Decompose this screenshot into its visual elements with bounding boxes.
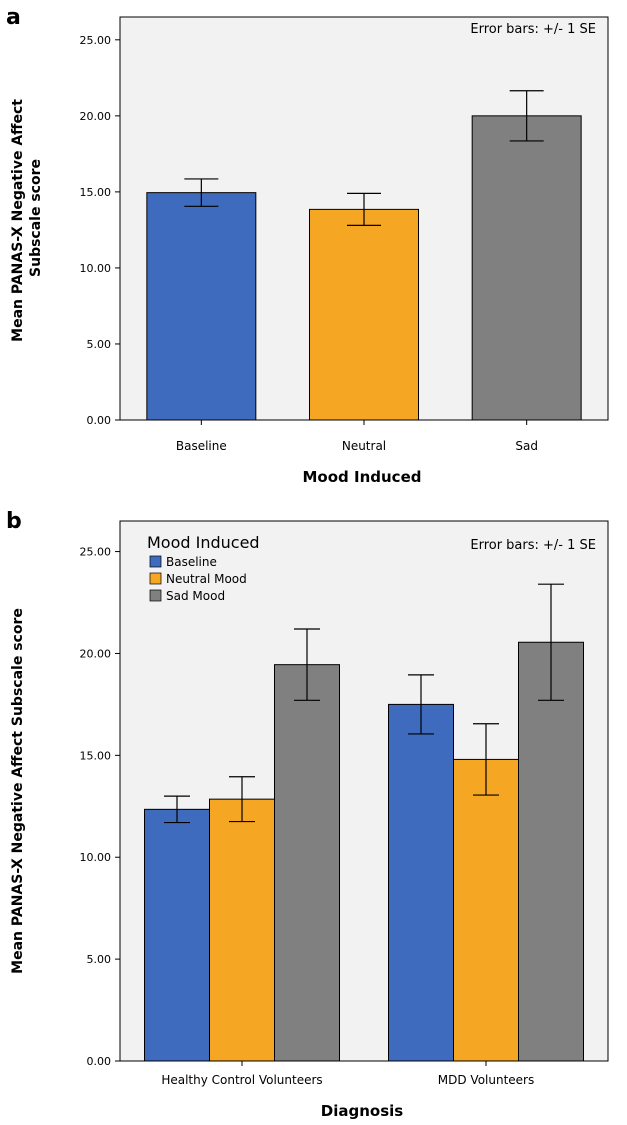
b-bar-healthy-control-volunteers-neutral-mood bbox=[209, 798, 275, 1062]
legend-swatch-sad-mood bbox=[149, 589, 162, 602]
a-y-tick-label: 10.00 bbox=[80, 262, 112, 275]
b-bar-healthy-control-volunteers-baseline bbox=[144, 808, 210, 1062]
x-axis-label-b: Diagnosis bbox=[321, 1102, 404, 1120]
b-y-tick-label: 25.00 bbox=[80, 546, 112, 559]
b-y-tick-label: 15.00 bbox=[80, 749, 112, 762]
legend-b: Mood Induced Baseline Neutral Mood Sad M… bbox=[147, 533, 260, 603]
a-y-tick-label: 5.00 bbox=[87, 338, 112, 351]
b-y-tick-label: 5.00 bbox=[87, 953, 112, 966]
b-x-tick-label-mdd-volunteers: MDD Volunteers bbox=[438, 1073, 534, 1087]
b-bar-mdd-volunteers-sad-mood bbox=[518, 641, 584, 1062]
b-bar-mdd-volunteers-neutral-mood bbox=[453, 758, 519, 1062]
panel-a: a Error bars: +/- 1 SE Mood Induced Mean… bbox=[6, 5, 609, 486]
b-y-tick-label: 0.00 bbox=[87, 1055, 112, 1068]
legend-label-neutral-mood: Neutral Mood bbox=[166, 572, 247, 586]
y-axis-label-a-line2: Subscale score bbox=[28, 159, 44, 277]
y-axis-label-a-line1: Mean PANAS-X Negative Affect bbox=[10, 99, 26, 342]
legend-swatch-baseline bbox=[149, 555, 162, 568]
panel-b: b Error bars: +/- 1 SE Diagnosis Mean PA… bbox=[6, 509, 609, 1120]
b-y-tick-label: 20.00 bbox=[80, 647, 112, 660]
b-y-tick-label: 10.00 bbox=[80, 851, 112, 864]
a-bar-baseline bbox=[146, 192, 257, 421]
error-bars-note-a: Error bars: +/- 1 SE bbox=[470, 22, 596, 37]
a-bar-neutral bbox=[309, 208, 419, 421]
a-x-tick-label-sad: Sad bbox=[515, 439, 538, 453]
panel-letter-b: b bbox=[6, 509, 22, 534]
a-y-tick-label: 0.00 bbox=[87, 414, 112, 427]
legend-swatch-neutral-mood bbox=[149, 572, 162, 585]
legend-title: Mood Induced bbox=[147, 533, 260, 552]
b-x-tick-label-healthy-control-volunteers: Healthy Control Volunteers bbox=[161, 1073, 322, 1087]
marks-b: 0.00 5.00 10.00 15.00 20.00 25.00 Healthy Cont… bbox=[80, 546, 584, 1087]
a-y-tick-label: 15.00 bbox=[80, 186, 112, 199]
a-bar-sad bbox=[471, 115, 582, 421]
error-bars-note-b: Error bars: +/- 1 SE bbox=[470, 538, 596, 553]
a-x-tick-label-neutral: Neutral bbox=[342, 439, 386, 453]
y-axis-label-a: Mean PANAS-X Negative Affect Subscale sc… bbox=[10, 94, 44, 342]
x-axis-label-a: Mood Induced bbox=[303, 468, 422, 486]
b-bar-mdd-volunteers-baseline bbox=[388, 703, 454, 1062]
legend-label-baseline: Baseline bbox=[166, 555, 217, 569]
legend-label-sad-mood: Sad Mood bbox=[166, 589, 225, 603]
a-y-tick-label: 20.00 bbox=[80, 110, 112, 123]
marks-a: 0.00 5.00 10.00 15.00 20.00 25.00 Baseline Neut… bbox=[80, 34, 582, 453]
a-x-tick-label-baseline: Baseline bbox=[176, 439, 227, 453]
panel-letter-a: a bbox=[6, 5, 21, 30]
a-y-tick-label: 25.00 bbox=[80, 34, 112, 47]
b-bar-healthy-control-volunteers-sad-mood bbox=[274, 664, 340, 1062]
y-axis-label-b: Mean PANAS-X Negative Affect Subscale sc… bbox=[10, 608, 26, 974]
